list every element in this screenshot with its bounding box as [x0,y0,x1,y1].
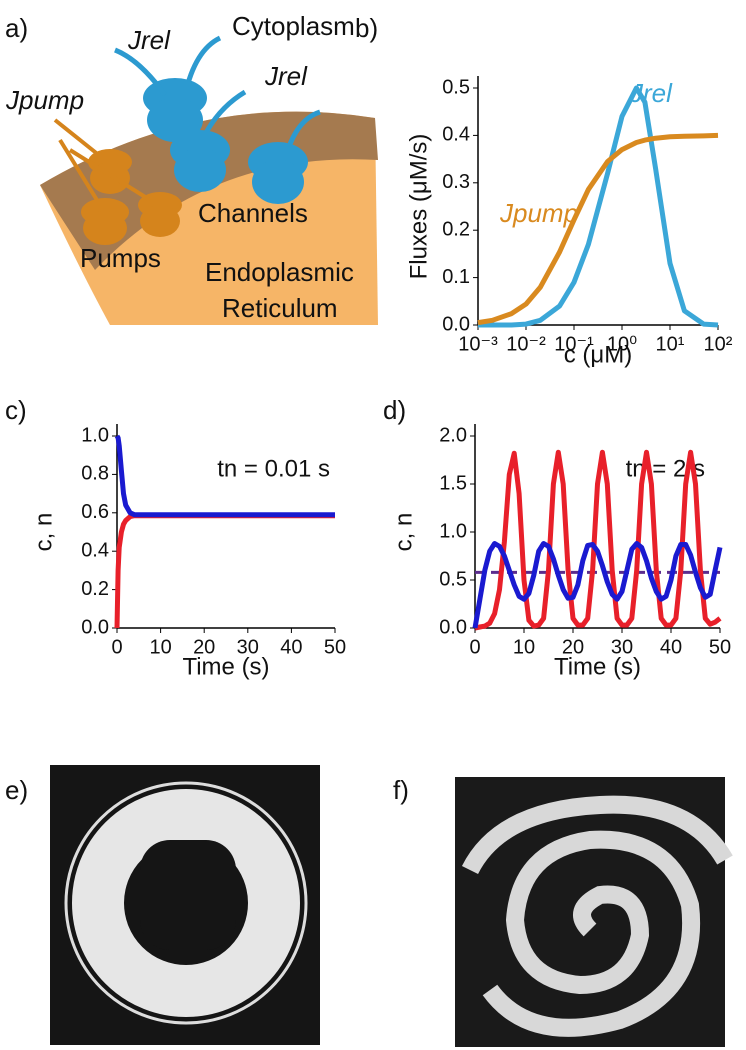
label: Pumps [80,243,161,273]
label: Reticulum [222,293,338,323]
panel-label: b) [355,13,378,43]
label: Jpump [5,85,84,115]
x-axis-title: c (μM) [564,341,632,368]
y-tick-label: 0.4 [442,124,470,146]
release-arrows [114,35,321,161]
y-tick-label: 0.6 [81,501,109,523]
label: Jrel [264,61,308,91]
x-tick-label: 20 [562,636,584,658]
y-tick-label: 0.2 [81,578,109,600]
channels [143,78,308,204]
y-tick-label: 0.2 [442,218,470,240]
panel-label: d) [383,395,406,425]
er-diagram: Cytoplasm Jrel Jrel Jpump Channels Pumps… [5,11,378,326]
legend-label: Jpump [499,198,578,228]
panel-label: c) [5,395,27,425]
x-tick-label: 10 [149,636,171,658]
x-tick-label: 50 [324,636,346,658]
y-axis-title: c, n [30,513,57,552]
y-tick-label: 0.1 [442,266,470,288]
x-tick-label: 10¹ [656,333,685,355]
panel-label: f) [393,775,409,805]
x-tick-label: 10⁻² [506,333,546,355]
y-tick-label: 0.8 [81,463,109,485]
x-tick-label: 10⁻³ [458,333,498,355]
x-tick-label: 0 [469,636,480,658]
y-tick-label: 0.5 [439,568,467,590]
panel-label: a) [5,13,28,43]
x-tick-label: 30 [611,636,633,658]
series-line [114,434,335,518]
y-axis-title: Fluxes (μM/s) [405,134,432,280]
x-tick-label: 0 [111,636,122,658]
x-axis-title: Time (s) [182,653,269,680]
y-tick-label: 0.0 [442,313,470,335]
series-line [472,541,723,629]
image-f [455,777,733,1047]
y-tick-label: 1.0 [439,520,467,542]
y-tick-label: 0.4 [81,539,109,561]
y-tick-label: 0.5 [442,76,470,98]
label: Channels [198,198,308,228]
x-tick-label: 20 [193,636,215,658]
label: Endoplasmic [205,257,354,287]
y-tick-label: 1.5 [439,472,467,494]
label: Jrel [127,25,171,55]
y-axis-title: c, n [390,513,417,552]
label: Cytoplasm [232,11,355,41]
panel-label: e) [5,775,28,805]
x-tick-label: 10 [513,636,535,658]
x-tick-label: 40 [280,636,302,658]
x-tick-label: 30 [237,636,259,658]
pump-arrows [53,118,152,207]
x-tick-label: 10⁰ [607,333,637,355]
annotation: tn = 0.01 s [217,455,330,482]
y-tick-label: 0.3 [442,171,470,193]
x-axis-title: Time (s) [554,653,641,680]
y-tick-label: 2.0 [439,424,467,446]
series-line [474,449,722,631]
x-tick-label: 50 [709,636,731,658]
image-e [50,765,320,1045]
series-line [478,85,719,328]
series-line [114,513,335,629]
x-tick-label: 40 [660,636,682,658]
y-tick-label: 0.0 [439,616,467,638]
x-tick-label: 10² [704,333,733,355]
y-tick-label: 1.0 [81,424,109,446]
series-line [477,132,719,326]
y-tick-label: 0.0 [81,616,109,638]
legend-label: Jrel [629,78,673,108]
x-tick-label: 10⁻¹ [554,333,594,355]
